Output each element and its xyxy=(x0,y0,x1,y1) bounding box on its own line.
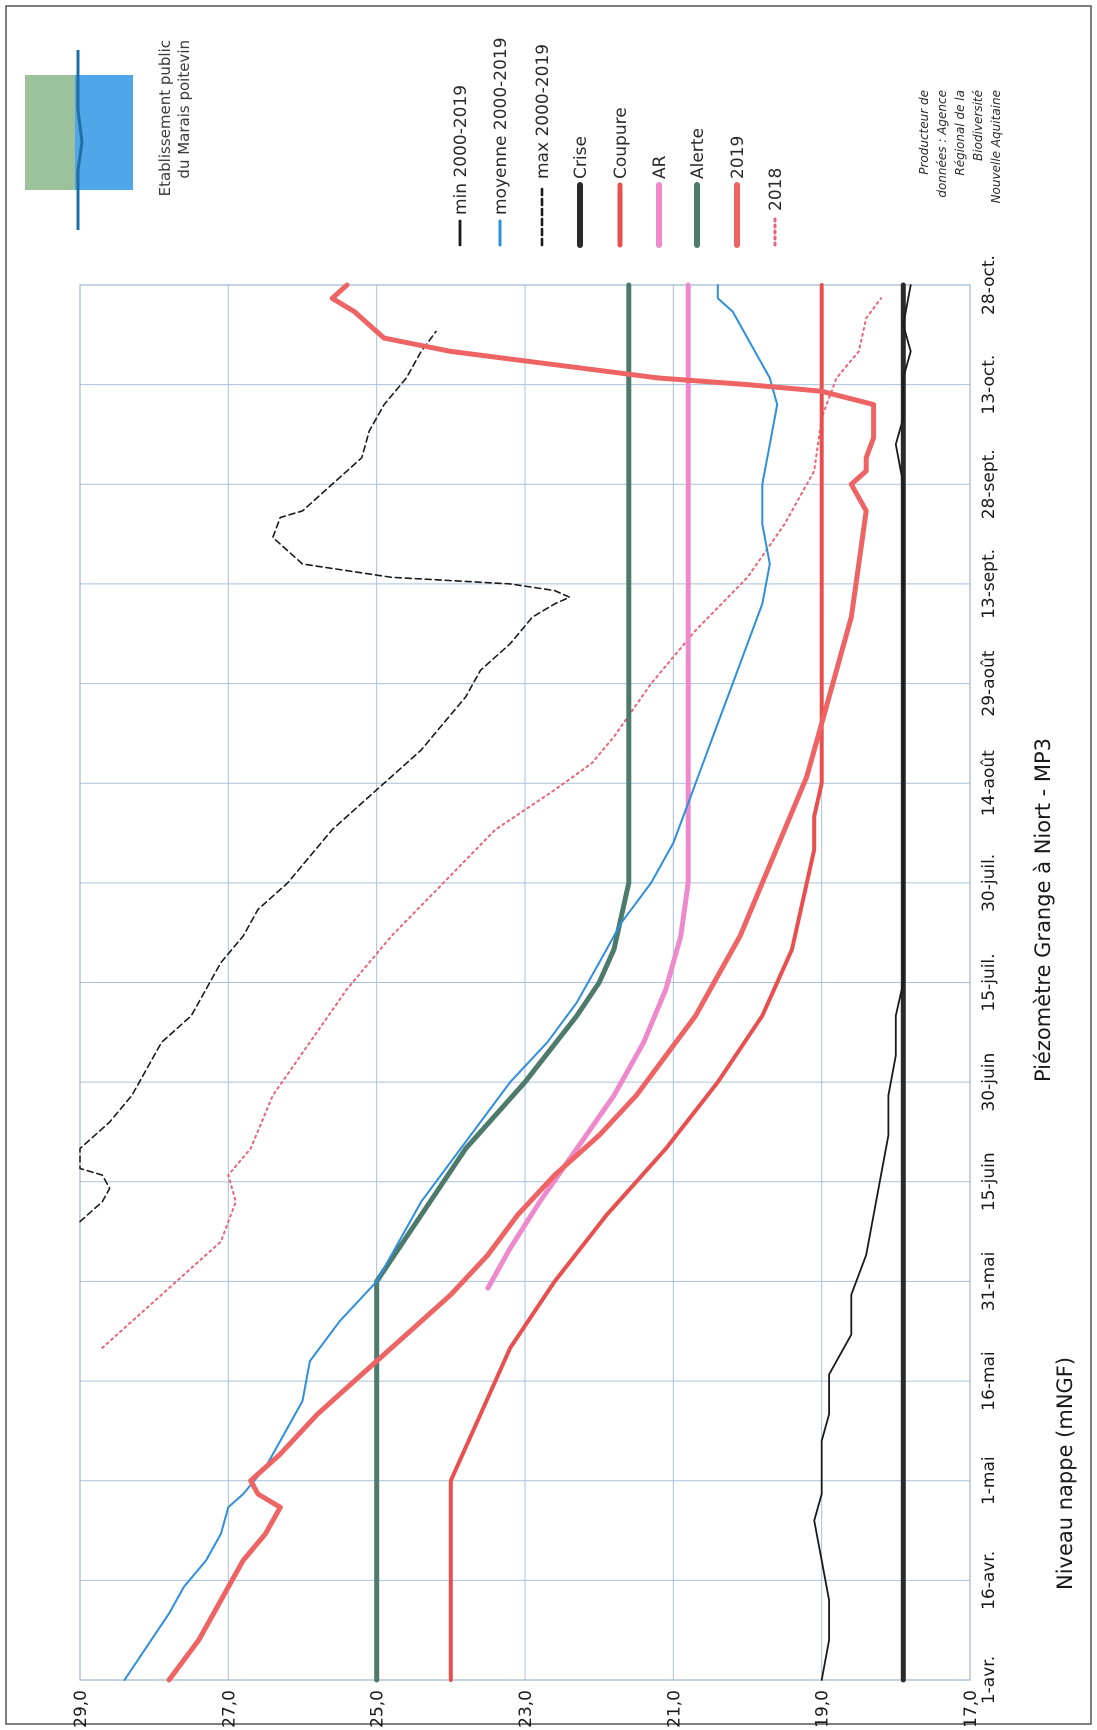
series-line-min-2000-2019 xyxy=(813,284,912,1681)
y-tick-label: 27,0 xyxy=(219,1690,239,1728)
series-line-2019 xyxy=(166,282,877,1683)
credit-line-1: Producteur de xyxy=(917,90,931,175)
x-tick-label: 29-août xyxy=(979,650,999,716)
legend-label: max 2000-2019 xyxy=(533,44,553,179)
x-tick-labels: 1-avr. 16-avr. 1-mai 16-mai 31-mai 15-juin 30-… xyxy=(979,255,999,1704)
legend-item: max 2000-2019 xyxy=(533,44,553,247)
credit-line-3: Régional de la xyxy=(953,90,967,176)
series-line-ar xyxy=(485,282,691,1291)
y-tick-label: 23,0 xyxy=(516,1690,536,1728)
series-layer xyxy=(79,282,912,1683)
credit-line-4: Biodiversité xyxy=(971,90,985,161)
legend-item: 2018 xyxy=(766,168,786,247)
y-axis-label: Niveau nappe (mNGF) xyxy=(1053,1357,1077,1590)
x-tick-label: 15-juin xyxy=(979,1152,999,1211)
legend-item: Alerte xyxy=(688,128,708,248)
y-tick-label: 21,0 xyxy=(664,1690,684,1728)
x-tick-label: 31-mai xyxy=(979,1252,999,1311)
credit-line-5: Nouvelle Aquitaine xyxy=(989,90,1003,203)
x-tick-label: 15-juil. xyxy=(979,953,999,1011)
plot-frame xyxy=(79,284,971,1681)
series-line-alerte xyxy=(374,282,632,1683)
legend-item: Coupure xyxy=(611,107,631,248)
legend-item: min 2000-2019 xyxy=(451,85,471,247)
x-tick-label: 13-oct. xyxy=(979,355,999,415)
x-tick-label: 28-oct. xyxy=(979,255,999,315)
x-tick-label: 1-avr. xyxy=(979,1656,999,1704)
legend-label: 2018 xyxy=(766,168,786,211)
x-tick-label: 30-juin xyxy=(979,1053,999,1112)
y-tick-labels: 29,0 27,0 25,0 23,0 21,0 19,0 17,0 xyxy=(71,1690,981,1728)
logo: Etablissement public du Marais poitevin xyxy=(25,40,193,230)
logo-blue-block xyxy=(75,75,133,190)
logo-wave-line xyxy=(76,50,84,230)
legend-item: Crise xyxy=(571,136,591,248)
y-tick-label: 17,0 xyxy=(961,1690,981,1728)
legend-label: moyenne 2000-2019 xyxy=(491,37,511,215)
legend-label: 2019 xyxy=(728,136,748,179)
x-tick-label: 14-août xyxy=(979,750,999,816)
legend-label: Crise xyxy=(571,136,591,179)
legend-label: Alerte xyxy=(688,128,708,179)
series-line-2018 xyxy=(101,297,882,1349)
legend-item: 2019 xyxy=(728,136,748,248)
series-line-moyenne-2000-2019 xyxy=(123,284,779,1681)
x-tick-label: 1-mai xyxy=(979,1456,999,1505)
legend-label: min 2000-2019 xyxy=(451,85,471,215)
x-tick-label: 13-sept. xyxy=(979,549,999,619)
x-tick-label: 16-mai xyxy=(979,1351,999,1410)
logo-green-block xyxy=(25,75,75,190)
legend: 2018 2019 Alerte AR Coupure Crise max 2000-201… xyxy=(451,37,786,248)
page-border xyxy=(5,5,1092,1725)
legend-label: Coupure xyxy=(611,107,631,179)
series-line-max-2000-2019 xyxy=(79,330,571,1223)
legend-item: AR xyxy=(650,155,670,248)
legend-label: AR xyxy=(650,155,670,179)
x-tick-label: 30-juil. xyxy=(979,854,999,912)
grid-layer xyxy=(79,284,971,1681)
credit-line-2: données : Agence xyxy=(935,90,949,198)
rotated-chart-group: 29,0 27,0 25,0 23,0 21,0 19,0 17,0 1-avr. 16-av… xyxy=(25,37,1077,1728)
y-tick-label: 19,0 xyxy=(813,1690,833,1728)
y-tick-label: 29,0 xyxy=(71,1690,91,1728)
x-tick-label: 16-avr. xyxy=(979,1551,999,1610)
data-credit: Producteur de données : Agence Régional … xyxy=(917,90,1003,203)
logo-text-line2: du Marais poitevin xyxy=(175,40,193,179)
x-tick-label: 28-sept. xyxy=(979,449,999,519)
logo-text-line1: Etablissement public xyxy=(156,40,174,196)
series-line-coupure xyxy=(448,283,824,1682)
legend-item: moyenne 2000-2019 xyxy=(491,37,511,247)
y-tick-label: 25,0 xyxy=(368,1690,388,1728)
chart-title: Piézomètre Grange à Niort - MP3 xyxy=(1031,738,1055,1082)
